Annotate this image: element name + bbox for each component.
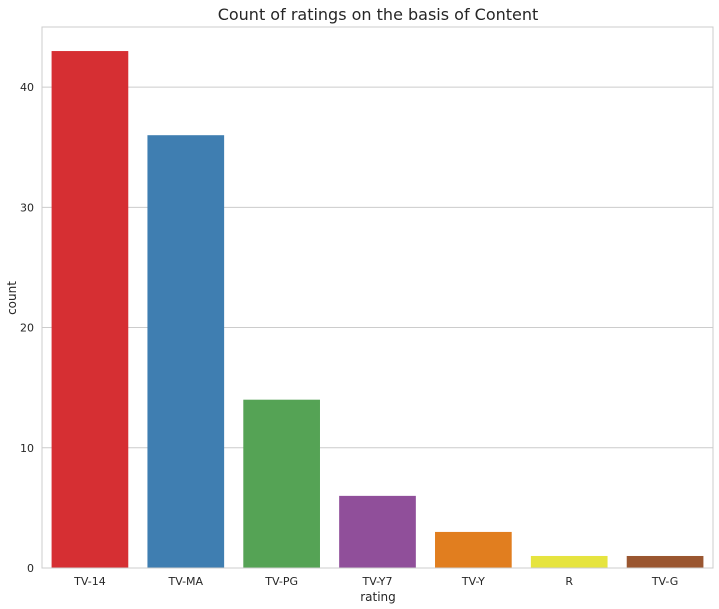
- y-tick-label: 0: [27, 562, 34, 575]
- bar-r: [530, 555, 608, 568]
- y-axis-label: count: [5, 281, 19, 315]
- x-tick-labels: TV-14 TV-MA TV-PG TV-Y7 TV-Y R TV-G: [73, 575, 678, 588]
- y-tick-labels: 0 10 20 30 40: [20, 81, 34, 575]
- x-tick-label: TV-MA: [167, 575, 203, 588]
- x-tick-label: R: [565, 575, 573, 588]
- x-tick-label: TV-Y: [461, 575, 485, 588]
- x-tick-label: TV-PG: [264, 575, 298, 588]
- y-tick-label: 10: [20, 442, 34, 455]
- bar-tv-y7: [339, 495, 416, 568]
- plot-area-frame: [41, 26, 714, 569]
- bar-tv-y: [435, 531, 512, 568]
- x-tick-label: TV-G: [651, 575, 679, 588]
- bar-tv-ma: [147, 135, 225, 568]
- bar-tv-14: [51, 51, 129, 569]
- bar-tv-g: [626, 555, 704, 568]
- bars: [51, 51, 704, 569]
- x-tick-label: TV-Y7: [362, 575, 393, 588]
- y-tick-label: 30: [20, 201, 34, 214]
- bar-tv-pg: [243, 399, 320, 568]
- y-tick-label: 20: [20, 322, 34, 335]
- y-tick-label: 40: [20, 81, 34, 94]
- x-axis-label: rating: [360, 590, 396, 604]
- chart-title: Count of ratings on the basis of Content: [218, 5, 539, 24]
- x-tick-label: TV-14: [73, 575, 106, 588]
